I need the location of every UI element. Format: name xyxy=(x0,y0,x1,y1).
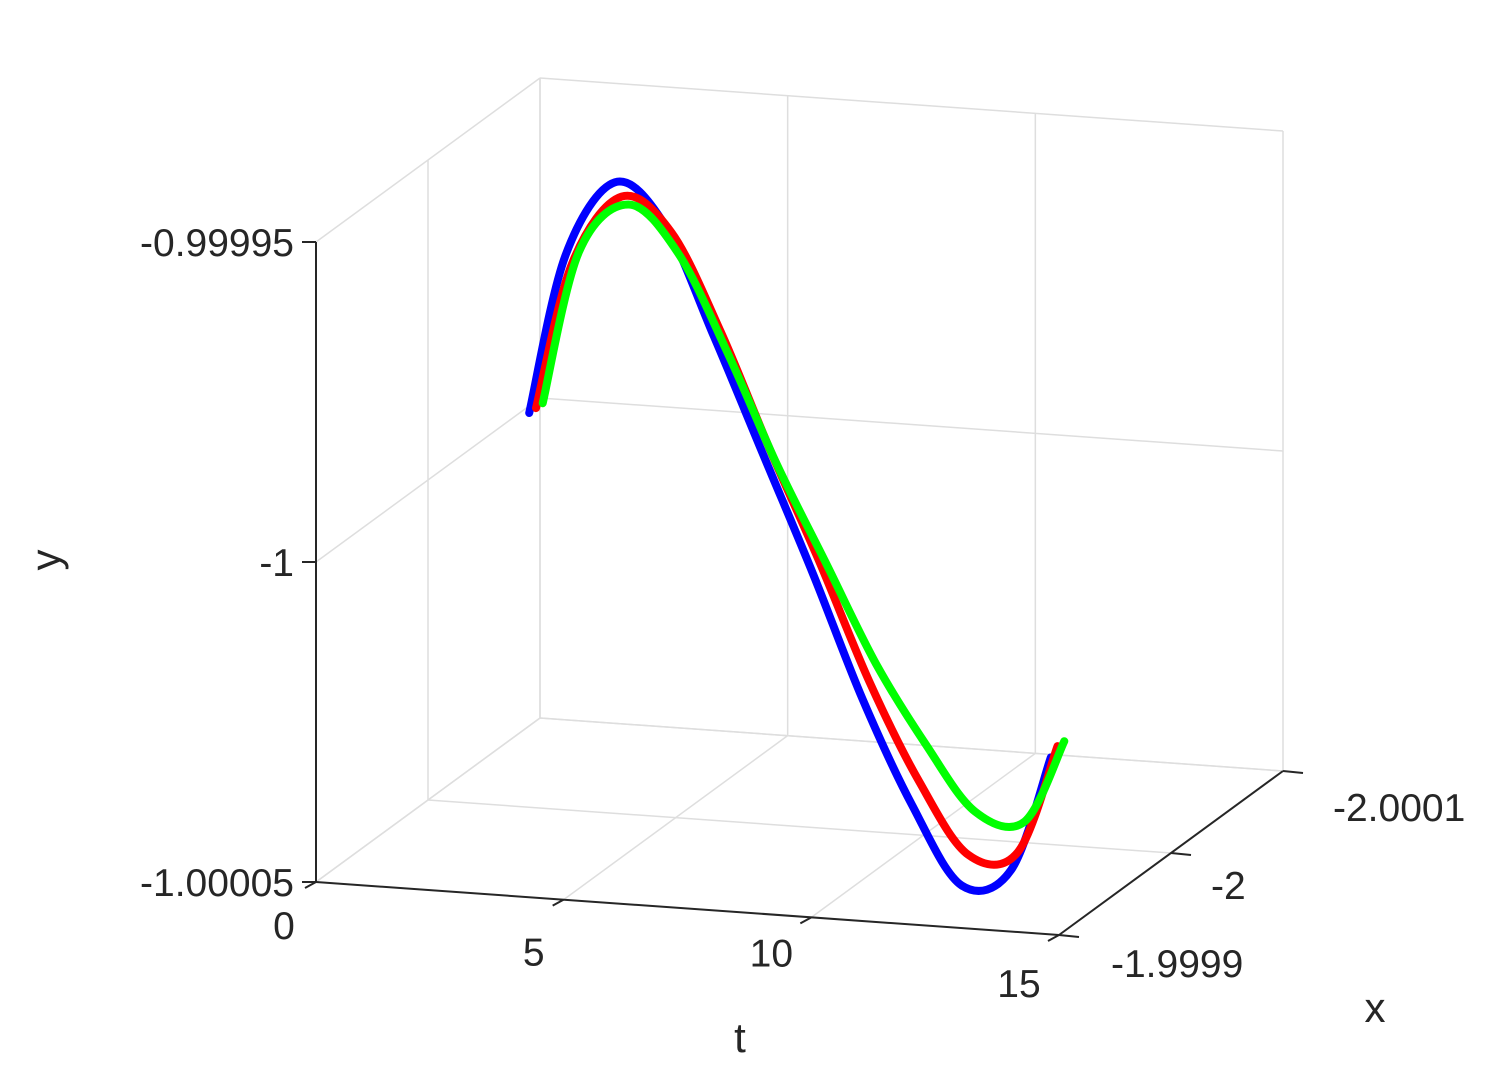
t-tick-label: 0 xyxy=(273,905,295,948)
x-tick-mark xyxy=(1170,852,1192,856)
grid-line-floor-d xyxy=(427,799,1172,854)
axis-labels: t y x xyxy=(22,550,1386,1062)
axes xyxy=(302,241,1304,942)
series-line-3 xyxy=(538,200,1069,831)
series-lines xyxy=(525,177,1069,895)
grid-line-back-y xyxy=(539,77,1284,132)
y-tick-label: -1.00005 xyxy=(140,862,294,905)
t-tick-label: 5 xyxy=(523,932,545,975)
t-axis-line xyxy=(315,881,1060,936)
t-tick-mark xyxy=(552,898,565,907)
x-tick-mark xyxy=(1282,770,1304,774)
t-tick-mark xyxy=(1047,934,1060,942)
x-tick-label: -2.0001 xyxy=(1333,787,1465,830)
x-tick-label: -2 xyxy=(1211,865,1246,908)
x-axis-label: x xyxy=(1365,984,1386,1031)
y-tick-label: -0.99995 xyxy=(140,222,294,265)
t-tick-label: 15 xyxy=(997,963,1040,1006)
grid-line-back-y xyxy=(539,397,1284,452)
x-tick-label: -1.9999 xyxy=(1111,943,1243,986)
y-axis-label: y xyxy=(22,550,69,571)
grid-line-floor-d xyxy=(539,717,1284,772)
t-tick-label: 10 xyxy=(750,932,793,975)
t-axis-label: t xyxy=(734,1014,746,1061)
t-tick-mark xyxy=(304,881,317,889)
y-tick-label: -1 xyxy=(259,542,294,585)
grid-line-side-y xyxy=(315,77,541,243)
tick-labels: -1.00005 -1 -0.99995 0 5 10 15 -1.9999 -2 -2.0001 xyxy=(140,222,1465,1006)
grid-line-side-y xyxy=(315,397,541,563)
x-tick-mark xyxy=(1058,934,1080,938)
series-line-1 xyxy=(525,177,1055,895)
t-tick-mark xyxy=(799,916,812,925)
